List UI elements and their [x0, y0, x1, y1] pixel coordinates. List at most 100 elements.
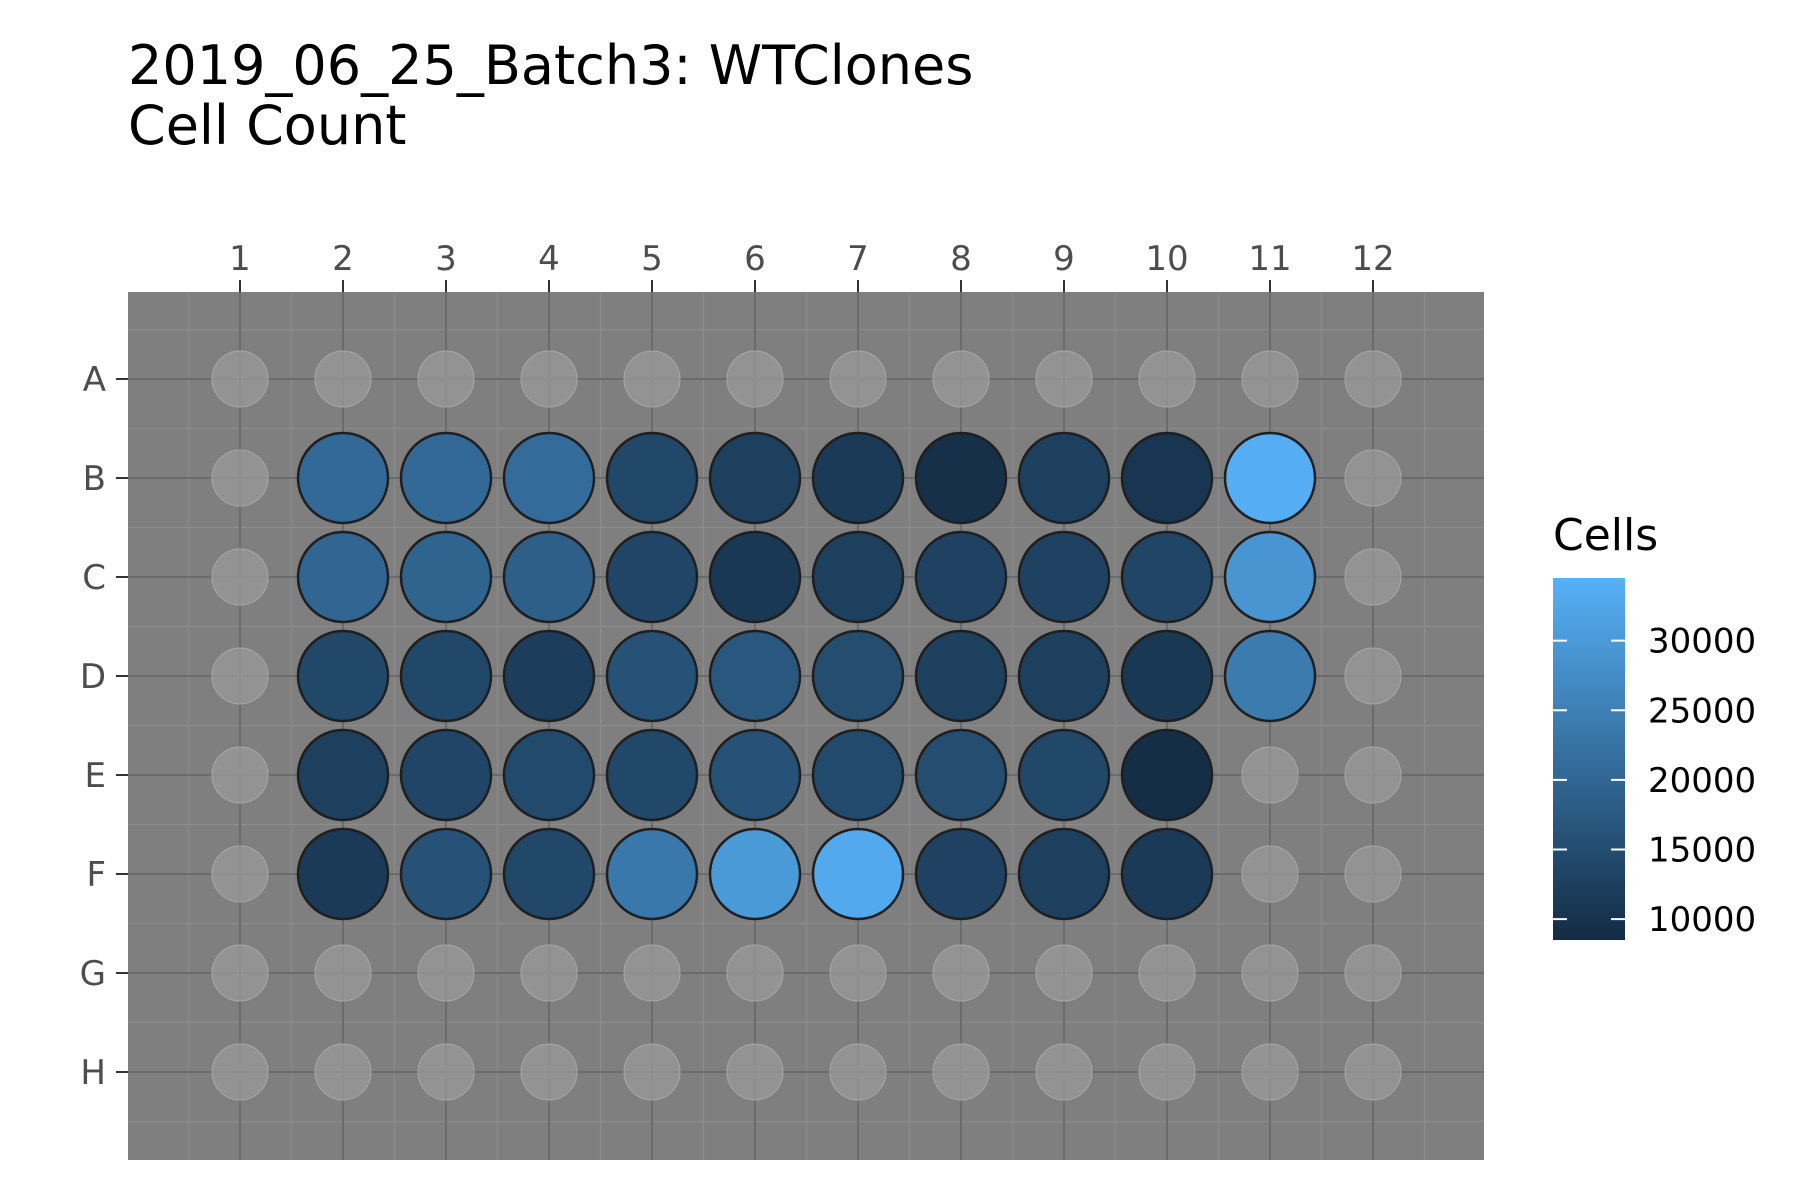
empty-well	[726, 944, 784, 1002]
y-tick-label: A	[83, 360, 106, 400]
legend-title: Cells	[1553, 510, 1658, 561]
legend-tick-label: 10000	[1648, 900, 1756, 940]
empty-well	[520, 944, 578, 1002]
well-F8	[914, 827, 1008, 921]
empty-well	[314, 944, 372, 1002]
well-C8	[914, 530, 1008, 624]
x-tick-label: 1	[229, 239, 251, 279]
empty-well	[623, 944, 681, 1002]
well-D10	[1120, 629, 1214, 723]
empty-well	[1035, 350, 1093, 408]
empty-well	[1344, 1043, 1402, 1101]
well-D11	[1223, 629, 1317, 723]
well-D5	[605, 629, 699, 723]
x-tick-label: 7	[847, 239, 869, 279]
empty-well	[211, 350, 269, 408]
well-C11	[1223, 530, 1317, 624]
well-C10	[1120, 530, 1214, 624]
well-D9	[1017, 629, 1111, 723]
chart-subtitle: Cell Count	[128, 94, 406, 157]
legend-tick-label: 25000	[1648, 691, 1756, 731]
empty-well	[1344, 746, 1402, 804]
legend-tick-label: 15000	[1648, 831, 1756, 871]
well-B2	[296, 431, 390, 525]
empty-well	[829, 1043, 887, 1101]
color-legend: 30000 25000 20000 15000 10000	[1553, 578, 1756, 940]
empty-well	[932, 944, 990, 1002]
empty-well	[932, 1043, 990, 1101]
well-B10	[1120, 431, 1214, 525]
well-F5	[605, 827, 699, 921]
empty-well	[623, 1043, 681, 1101]
well-E10	[1120, 728, 1214, 822]
y-tick-label: D	[80, 657, 106, 697]
well-D7	[811, 629, 905, 723]
empty-well	[1241, 845, 1299, 903]
x-tick-label: 4	[538, 239, 560, 279]
y-tick-label: C	[82, 558, 106, 598]
empty-well	[932, 350, 990, 408]
well-B5	[605, 431, 699, 525]
well-F10	[1120, 827, 1214, 921]
x-tick-label: 9	[1053, 239, 1075, 279]
empty-well	[1344, 845, 1402, 903]
legend-tick-label: 20000	[1648, 761, 1756, 801]
well-D4	[502, 629, 596, 723]
well-B7	[811, 431, 905, 525]
well-E5	[605, 728, 699, 822]
y-tick-label: G	[80, 954, 106, 994]
empty-well	[314, 1043, 372, 1101]
well-F3	[399, 827, 493, 921]
well-D2	[296, 629, 390, 723]
wells	[211, 350, 1402, 1101]
well-C2	[296, 530, 390, 624]
empty-well	[417, 1043, 475, 1101]
x-tick-label: 12	[1351, 239, 1394, 279]
empty-well	[211, 746, 269, 804]
empty-well	[1035, 1043, 1093, 1101]
well-B11	[1223, 431, 1317, 525]
well-D6	[708, 629, 802, 723]
empty-well	[417, 944, 475, 1002]
y-tick-label: E	[85, 756, 106, 796]
well-F7	[811, 827, 905, 921]
well-E8	[914, 728, 1008, 822]
empty-well	[1241, 944, 1299, 1002]
well-C9	[1017, 530, 1111, 624]
well-E9	[1017, 728, 1111, 822]
well-D3	[399, 629, 493, 723]
empty-well	[211, 1043, 269, 1101]
well-B8	[914, 431, 1008, 525]
empty-well	[211, 944, 269, 1002]
well-F6	[708, 827, 802, 921]
x-tick-label: 11	[1248, 239, 1291, 279]
empty-well	[211, 647, 269, 705]
x-tick-label: 3	[435, 239, 457, 279]
empty-well	[1344, 944, 1402, 1002]
well-B4	[502, 431, 596, 525]
well-C4	[502, 530, 596, 624]
well-C7	[811, 530, 905, 624]
empty-well	[726, 1043, 784, 1101]
empty-well	[314, 350, 372, 408]
empty-well	[1241, 350, 1299, 408]
y-tick-label: B	[83, 459, 106, 499]
well-F9	[1017, 827, 1111, 921]
well-E6	[708, 728, 802, 822]
empty-well	[1241, 1043, 1299, 1101]
well-B6	[708, 431, 802, 525]
empty-well	[623, 350, 681, 408]
well-C5	[605, 530, 699, 624]
chart-title: 2019_06_25_Batch3: WTClones	[128, 34, 973, 97]
empty-well	[829, 944, 887, 1002]
empty-well	[211, 845, 269, 903]
empty-well	[211, 449, 269, 507]
empty-well	[520, 1043, 578, 1101]
well-E7	[811, 728, 905, 822]
empty-well	[1344, 449, 1402, 507]
well-E4	[502, 728, 596, 822]
well-B3	[399, 431, 493, 525]
well-C3	[399, 530, 493, 624]
